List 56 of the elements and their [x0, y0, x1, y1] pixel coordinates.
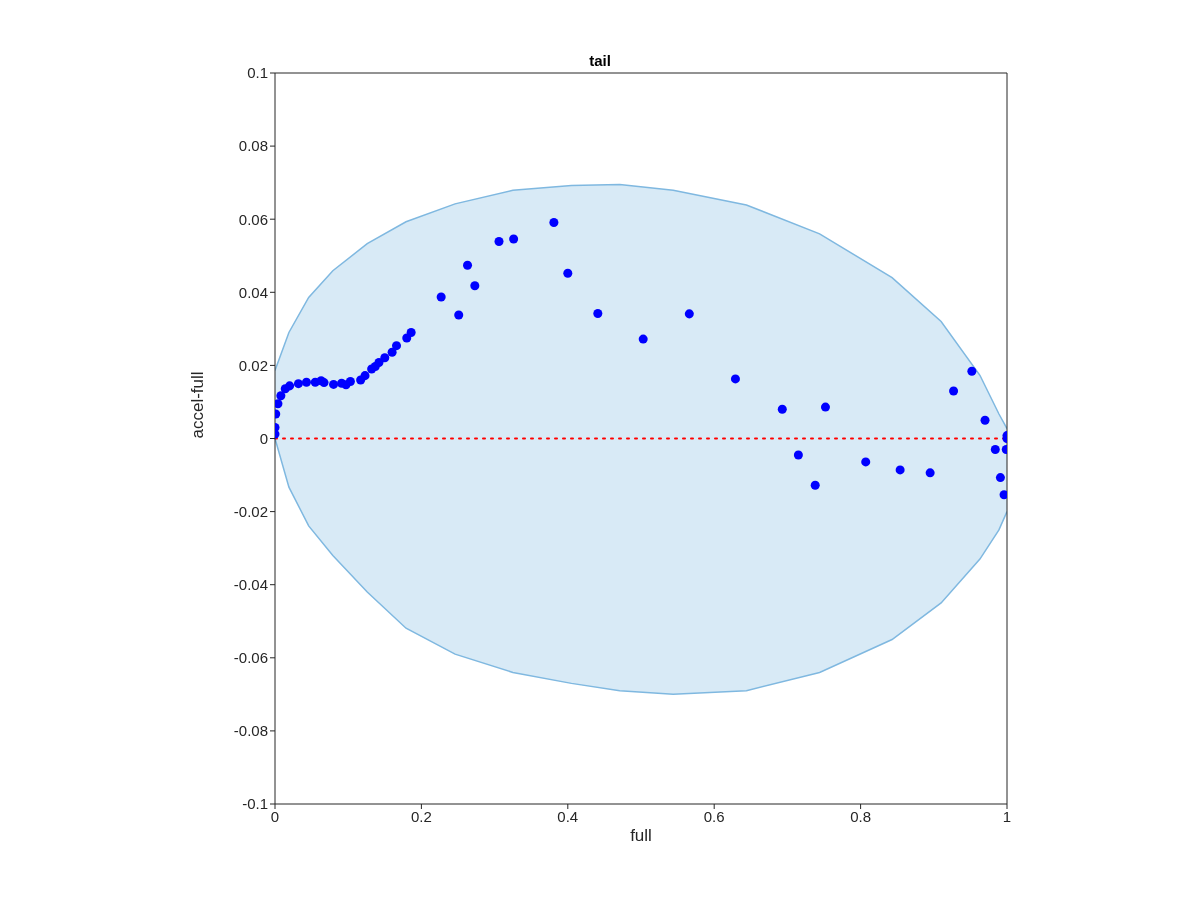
x-axis-title: full [630, 826, 652, 845]
point [999, 490, 1007, 500]
point [380, 353, 390, 363]
point [995, 473, 1005, 483]
point [793, 450, 803, 460]
point [345, 376, 355, 386]
x-tick-label: 1 [1002, 807, 1012, 825]
x-tick-label: 0.6 [703, 807, 725, 825]
point [895, 465, 905, 475]
point [949, 386, 959, 396]
x-tick-label: 0.8 [850, 807, 872, 825]
point [470, 281, 480, 291]
y-tick-label: -0.06 [233, 649, 268, 667]
point [549, 217, 559, 227]
point [392, 341, 402, 351]
y-tick-label: -0.02 [233, 502, 268, 520]
x-tick-label: 0.2 [410, 807, 432, 825]
y-tick-label: 0.04 [238, 283, 268, 301]
point [360, 371, 370, 381]
y-tick-label: 0.08 [238, 137, 268, 155]
point [293, 379, 303, 389]
point [563, 268, 573, 278]
y-tick-label: 0.06 [238, 210, 268, 228]
y-tick-label: -0.04 [233, 576, 268, 594]
point [276, 391, 286, 401]
point [329, 379, 339, 389]
y-tick-label: 0 [259, 429, 268, 447]
point [820, 402, 830, 412]
point [730, 374, 740, 384]
y-tick-label: 0.02 [238, 356, 268, 374]
point [810, 480, 820, 490]
chart-title: tail [589, 52, 611, 69]
y-axis-title: accel-full [188, 371, 208, 439]
y-tick-label: -0.1 [242, 795, 268, 813]
y-tick-label: -0.08 [233, 722, 268, 740]
x-tick-label: 0.4 [557, 807, 579, 825]
point [436, 292, 446, 302]
point [301, 377, 311, 387]
point [990, 444, 1000, 454]
point [494, 236, 504, 246]
point [463, 260, 473, 270]
y-tick-label: 0.1 [247, 64, 268, 82]
point [406, 328, 416, 338]
point [509, 234, 519, 244]
point [285, 381, 295, 391]
point [593, 308, 603, 318]
point [684, 309, 694, 319]
x-tick-label: 0 [270, 807, 280, 825]
point [454, 310, 464, 320]
point [861, 457, 871, 467]
point [925, 468, 935, 478]
point [638, 334, 648, 344]
point [275, 399, 283, 409]
point [980, 415, 990, 425]
point [777, 404, 787, 414]
point [967, 366, 977, 376]
